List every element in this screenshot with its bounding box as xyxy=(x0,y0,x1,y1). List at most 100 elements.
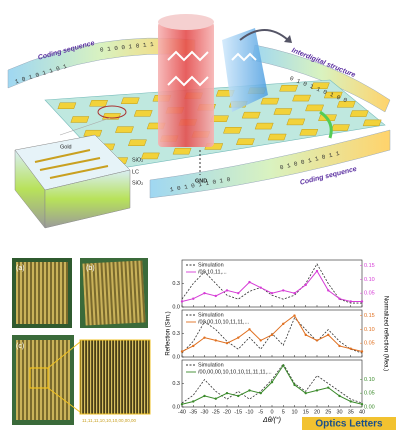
cell xyxy=(350,111,368,117)
x-tick-label: 15 xyxy=(303,409,309,415)
y-tick-label: 0.0 xyxy=(172,404,180,410)
cell xyxy=(287,119,305,125)
beam-top xyxy=(158,14,214,30)
data-point xyxy=(293,292,295,294)
x-tick-label: 30 xyxy=(336,409,342,415)
data-point xyxy=(226,342,228,344)
data-point xyxy=(181,350,183,352)
y2-tick-label: 0.05 xyxy=(364,341,375,347)
cell xyxy=(223,127,241,133)
chart: 0.00.30.050.100.15Simulation/00,10,11,..… xyxy=(166,260,389,424)
legend-label: Simulation xyxy=(198,362,224,368)
photo-zoom xyxy=(80,340,150,414)
incident-beam xyxy=(158,22,214,147)
data-point xyxy=(361,300,363,302)
y2-tick-label: 0.15 xyxy=(364,313,375,319)
data-point xyxy=(181,300,183,302)
cell xyxy=(261,98,279,104)
cell xyxy=(141,153,159,159)
x-tick-label: 35 xyxy=(348,409,354,415)
y2-tick-label: 0.10 xyxy=(364,327,375,333)
y-tick-label: 0.0 xyxy=(172,354,180,360)
data-point xyxy=(192,345,194,347)
x-tick-label: 0 xyxy=(270,409,273,415)
data-point xyxy=(192,400,194,402)
y2-tick-label: 0.05 xyxy=(364,291,375,297)
cell xyxy=(121,98,139,104)
arrowhead xyxy=(284,35,292,43)
data-point xyxy=(226,289,228,291)
x-tick-label: 10 xyxy=(291,409,297,415)
cell xyxy=(363,120,381,126)
y2-axis-label: Normalized reflection (Mea.) xyxy=(382,296,388,371)
data-point xyxy=(237,395,239,397)
cell xyxy=(337,101,355,107)
data-point xyxy=(293,384,295,386)
data-point xyxy=(293,314,295,316)
data-point xyxy=(350,400,352,402)
cell xyxy=(71,116,89,122)
y2-tick-label: 0.10 xyxy=(364,377,375,383)
y2-tick-label: 0.10 xyxy=(364,277,375,283)
legend-label: Simulation xyxy=(198,312,224,318)
data-point xyxy=(248,281,250,283)
label: SiO₂ xyxy=(132,180,143,186)
data-point xyxy=(282,323,284,325)
data-point xyxy=(327,386,329,388)
cell xyxy=(274,109,292,115)
figure-canvas: Coding sequence Interdigital structure C… xyxy=(0,0,396,430)
cell xyxy=(128,140,146,146)
data-point xyxy=(215,295,217,297)
data-point xyxy=(248,389,250,391)
legend-label: /00,00,00,10,10,10,11,11,11,... xyxy=(198,369,272,375)
y2-tick-label: 0.00 xyxy=(364,404,375,410)
y2-tick-label: 0.15 xyxy=(364,263,375,269)
data-point xyxy=(316,270,318,272)
data-point xyxy=(203,336,205,338)
label: LC xyxy=(132,169,139,175)
series-line xyxy=(182,271,362,301)
photo-c xyxy=(16,340,70,420)
data-point xyxy=(361,403,363,405)
y2-tick-label: 0.05 xyxy=(364,391,375,397)
data-point xyxy=(215,398,217,400)
x-axis-label: Δθ/(°) xyxy=(262,416,281,424)
cell xyxy=(134,110,152,116)
data-point xyxy=(226,392,228,394)
data-point xyxy=(282,364,284,366)
cell xyxy=(305,105,323,111)
data-point xyxy=(192,298,194,300)
label: Gold xyxy=(60,144,72,150)
label: SiO₂ xyxy=(132,157,143,163)
x-tick-label: 5 xyxy=(282,409,285,415)
y-axis-label: Reflection (Sim.) xyxy=(166,311,172,355)
data-point xyxy=(327,334,329,336)
data-point xyxy=(282,289,284,291)
data-point xyxy=(248,328,250,330)
y-tick-label: 0.3 xyxy=(172,281,180,287)
x-tick-label: 25 xyxy=(325,409,331,415)
panel-label: (b) xyxy=(86,265,95,272)
panel-label: (c) xyxy=(16,343,24,350)
panel-label: (a) xyxy=(16,265,25,272)
cell xyxy=(242,112,260,118)
data-point xyxy=(316,339,318,341)
cell xyxy=(89,100,107,106)
data-point xyxy=(350,348,352,350)
cell xyxy=(102,113,120,119)
cell xyxy=(173,148,191,154)
data-point xyxy=(237,292,239,294)
data-point xyxy=(260,339,262,341)
data-point xyxy=(305,284,307,286)
cell xyxy=(115,127,133,133)
legend-label: /00,00,10,10,11,11,... xyxy=(198,319,250,325)
sequence-label: 11,11,11,10,10,10,00,00,00 xyxy=(82,418,137,423)
x-tick-label: -30 xyxy=(201,409,209,415)
cell xyxy=(280,85,298,91)
data-point xyxy=(203,292,205,294)
data-point xyxy=(215,339,217,341)
cell xyxy=(236,139,254,145)
cell xyxy=(300,129,318,135)
cell xyxy=(255,123,273,129)
data-point xyxy=(181,403,183,405)
